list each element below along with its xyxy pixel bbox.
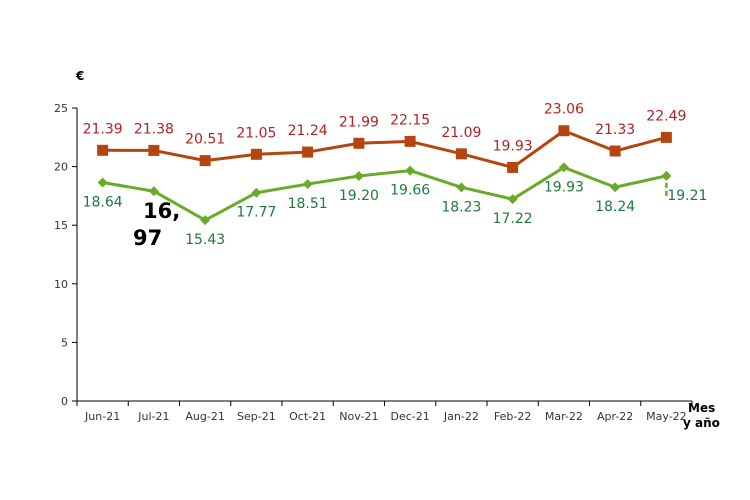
series-1-data-label: 21.24 — [288, 123, 328, 139]
x-tick-label: Mar-22 — [545, 410, 583, 423]
series-2-point — [97, 177, 108, 188]
y-tick-label: 0 — [61, 395, 68, 408]
series-1-point — [660, 131, 672, 143]
series-1-data-label: 21.39 — [83, 121, 123, 137]
series-1-data-label: 21.09 — [441, 125, 481, 141]
series-2-data-label: 18.24 — [595, 199, 635, 215]
y-tick-label: 20 — [54, 161, 68, 174]
x-tick-label: May-22 — [646, 410, 687, 423]
series-1-point — [148, 144, 160, 156]
x-tick-label: Dec-21 — [390, 410, 429, 423]
series-2-data-label: 19.20 — [339, 188, 379, 204]
series-1-data-label: 21.99 — [339, 114, 379, 130]
series-1-data-label: 21.38 — [134, 121, 174, 137]
series-1-line — [102, 129, 667, 169]
series-2-point — [661, 170, 672, 181]
series-2-point — [353, 170, 364, 181]
y-tick-label: 10 — [54, 278, 68, 291]
series-1-point — [507, 161, 519, 173]
x-tick-label: Jan-22 — [443, 410, 479, 423]
series-2-point — [405, 165, 416, 176]
series-2-point — [558, 162, 569, 173]
y-axis-unit: € — [75, 69, 84, 83]
series-1-point — [199, 155, 211, 167]
x-tick-label: Nov-21 — [339, 410, 378, 423]
x-tick-label: Jun-21 — [84, 410, 120, 423]
annotation-line-2: 97 — [133, 226, 162, 250]
y-tick-label: 15 — [54, 219, 68, 232]
series-1-point — [250, 148, 262, 160]
series-1-point — [558, 125, 570, 137]
series-1-data-label: 22.15 — [390, 112, 430, 128]
series-1-point — [455, 148, 467, 160]
series-1-point — [609, 145, 621, 157]
series-2-point — [456, 182, 467, 193]
series-2-point — [148, 186, 159, 197]
x-tick-label: Sep-21 — [237, 410, 276, 423]
series-1-point — [353, 137, 365, 149]
series-2-point — [200, 215, 211, 226]
series-1-data-label: 20.51 — [185, 132, 225, 148]
x-tick-label: Jul-21 — [137, 410, 169, 423]
x-tick-label: Feb-22 — [494, 410, 531, 423]
x-tick-label: Apr-22 — [597, 410, 633, 423]
x-tick-label: Aug-21 — [185, 410, 224, 423]
series-2-point — [507, 194, 518, 205]
series-2-data-label: 18.23 — [441, 199, 481, 215]
series-2-data-label: 19.21 — [667, 188, 707, 204]
series-1-data-label: 23.06 — [544, 102, 584, 118]
series-1-data-label: 22.49 — [646, 108, 686, 124]
series-2-point — [251, 187, 262, 198]
series-1-data-label: 21.33 — [595, 122, 635, 138]
series-2-data-label: 17.77 — [236, 205, 276, 221]
series-1-data-label: 19.93 — [493, 138, 533, 154]
series-1-data-label: 21.05 — [236, 125, 276, 141]
series-2-data-label: 15.43 — [185, 232, 225, 248]
x-axis-title-line-2: y año — [683, 416, 720, 430]
y-tick-label: 5 — [61, 336, 68, 349]
x-tick-label: Oct-21 — [289, 410, 326, 423]
series-2-data-label: 18.51 — [288, 196, 328, 212]
series-2-data-label: 17.22 — [493, 211, 533, 227]
y-tick-label: 25 — [54, 102, 68, 115]
series-2-data-label: 19.66 — [390, 183, 430, 199]
series-2-point — [610, 182, 621, 193]
series-2-data-label: 19.93 — [544, 179, 584, 195]
series-2-line — [102, 165, 667, 222]
series-2-data-label: 18.64 — [83, 195, 123, 211]
series-1-point — [97, 144, 109, 156]
series-1-point — [302, 146, 314, 158]
series-2-point — [302, 179, 313, 190]
series-1-point — [404, 135, 416, 147]
x-axis-title-line-1: Mes — [688, 401, 715, 415]
